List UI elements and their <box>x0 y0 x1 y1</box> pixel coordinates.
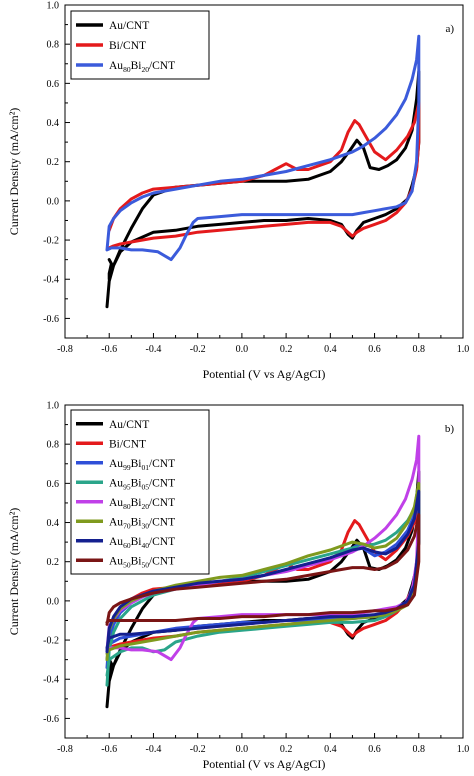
x-tick-label: 0.0 <box>236 744 249 755</box>
y-tick-label: 0.8 <box>47 40 60 51</box>
legend-entry-label: Au99Bi01/CNT <box>109 458 175 472</box>
legend-entry-label: Bi/CNT <box>109 40 146 52</box>
x-tick-label: -0.4 <box>146 344 162 355</box>
series-line-au60bi40-cnt <box>105 489 421 654</box>
legend-entry-label: Au95Bi05/CNT <box>109 477 175 491</box>
y-tick-label: -0.4 <box>43 675 59 686</box>
legend-entry-label: Au/CNT <box>109 419 149 431</box>
x-tick-label: -0.6 <box>101 344 117 355</box>
x-tick-label: 0.2 <box>280 744 293 755</box>
x-tick-label: 1.0 <box>457 744 470 755</box>
y-tick-label: -0.6 <box>43 314 59 325</box>
legend-entry-label: Au80Bi20/CNT <box>109 497 175 511</box>
x-tick-label: -0.8 <box>57 344 73 355</box>
series-line-au50bi50-cnt <box>105 513 421 626</box>
chart-panel-2: -0.8 -0.6 -0.4 -0.2 0.0 0.2 0.4 0.6 0.8 1.0 -0.6 -0… <box>7 401 469 772</box>
y-tick-label: 1.0 <box>47 401 60 412</box>
series-line-au80bi20-cnt <box>105 34 421 262</box>
x-tick-label: 0.8 <box>413 344 426 355</box>
y-tick-label: -0.2 <box>43 236 59 247</box>
y-tick-label: 1.0 <box>47 1 60 12</box>
y-tick-label: 0.4 <box>47 118 60 129</box>
x-tick-label: -0.2 <box>190 344 206 355</box>
y-tick-label: -0.4 <box>43 275 59 286</box>
x-tick-label: 0.0 <box>236 344 249 355</box>
x-tick-label: 0.6 <box>368 744 381 755</box>
y-tick-label: -0.6 <box>43 714 59 725</box>
x-tick-label: 0.2 <box>280 344 293 355</box>
panel-label: b) <box>445 423 455 435</box>
series-line-au70bi30-cnt <box>105 481 421 662</box>
legend-entry-label: Au/CNT <box>109 20 149 32</box>
y-tick-label: 0.0 <box>47 196 60 207</box>
x-axis-title: Potential (V vs Ag/AgCI) <box>203 757 326 771</box>
legend-box <box>70 409 210 575</box>
y-tick-label: 0.6 <box>47 479 60 490</box>
y-tick-label: 0.4 <box>47 518 60 529</box>
x-tick-label: 0.8 <box>413 744 426 755</box>
y-axis-title: Current Density (mA/cm²) <box>7 508 21 636</box>
legend-entry-label: Au70Bi30/CNT <box>109 516 175 530</box>
y-tick-label: 0.0 <box>47 596 60 607</box>
x-tick-label: -0.8 <box>57 744 73 755</box>
x-tick-label: 0.6 <box>368 344 381 355</box>
x-tick-label: 1.0 <box>457 344 470 355</box>
legend-entry-label: Bi/CNT <box>109 438 146 450</box>
y-axis-title: Current Density (mA/cm²) <box>7 108 21 236</box>
legend-entry-label: Au80Bi20/CNT <box>109 60 175 74</box>
x-tick-label: -0.2 <box>190 744 206 755</box>
x-tick-label: -0.6 <box>101 744 117 755</box>
y-tick-label: 0.2 <box>47 557 60 568</box>
legend: Au/CNT Bi/CNT Au99Bi01/CNT Au95Bi05/CNT Au80… <box>70 409 210 575</box>
x-axis-title: Potential (V vs Ag/AgCI) <box>203 367 326 381</box>
legend-entry-label: Au60Bi40/CNT <box>109 536 175 550</box>
series-line-bi-cnt <box>107 101 421 250</box>
y-tick-label: 0.2 <box>47 157 60 168</box>
y-tick-label: 0.8 <box>47 440 60 451</box>
y-tick-label: -0.2 <box>43 636 59 647</box>
chart-panel-1: -0.8 -0.6 -0.4 -0.2 0.0 0.2 0.4 0.6 0.8 1.0 -0.6 -0… <box>7 1 469 382</box>
x-tick-label: 0.4 <box>324 344 337 355</box>
panel-label: a) <box>445 23 454 35</box>
legend-entry-label: Au50Bi50/CNT <box>109 555 175 569</box>
x-tick-label: 0.4 <box>324 744 337 755</box>
y-tick-label: 0.6 <box>47 79 60 90</box>
legend: Au/CNT Bi/CNT Au80Bi20/CNT <box>70 10 210 80</box>
x-tick-label: -0.4 <box>146 744 162 755</box>
